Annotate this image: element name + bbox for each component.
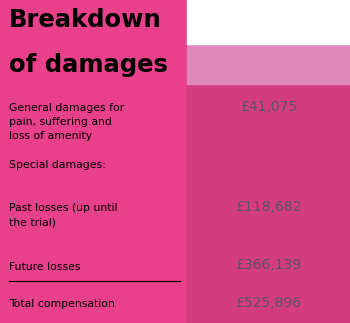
Text: £525,896: £525,896 <box>236 296 302 309</box>
Text: Total compensation: Total compensation <box>9 299 115 309</box>
Bar <box>187 84 350 323</box>
Text: of damages: of damages <box>9 53 168 77</box>
Bar <box>187 44 350 84</box>
Text: £41,075: £41,075 <box>240 100 297 114</box>
Text: Special damages:: Special damages: <box>9 160 105 170</box>
Bar <box>187 0 350 44</box>
Text: Future losses: Future losses <box>9 262 80 272</box>
Text: Breakdown: Breakdown <box>9 8 161 32</box>
Text: General damages for
pain, suffering and
loss of amenity: General damages for pain, suffering and … <box>9 103 124 141</box>
Text: £118,682: £118,682 <box>236 200 302 214</box>
Text: £366,139: £366,139 <box>236 258 302 272</box>
Text: Past losses (up until
the trial): Past losses (up until the trial) <box>9 203 117 227</box>
